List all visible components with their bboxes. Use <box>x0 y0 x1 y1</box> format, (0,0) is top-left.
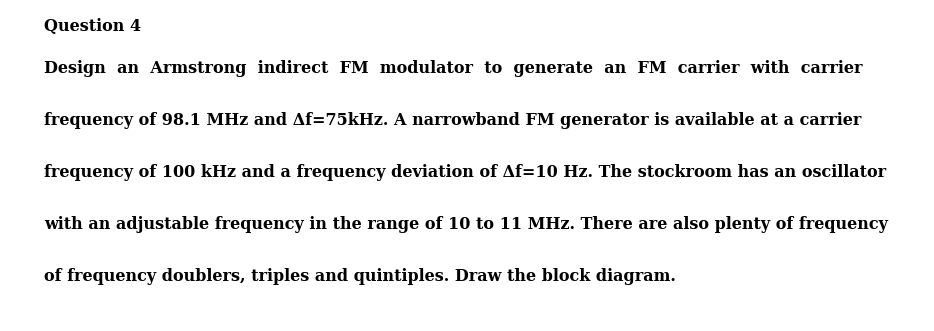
Text: of frequency doublers, triples and quintiples. Draw the block diagram.: of frequency doublers, triples and quint… <box>44 268 676 285</box>
Text: with an adjustable frequency in the range of 10 to 11 MHz. There are also plenty: with an adjustable frequency in the rang… <box>44 216 888 233</box>
Text: frequency of 98.1 MHz and Δf=75kHz. A narrowband FM generator is available at a : frequency of 98.1 MHz and Δf=75kHz. A na… <box>44 112 861 129</box>
Text: Design  an  Armstrong  indirect  FM  modulator  to  generate  an  FM  carrier  w: Design an Armstrong indirect FM modulato… <box>44 60 862 77</box>
Text: Question 4: Question 4 <box>44 18 141 35</box>
Text: frequency of 100 kHz and a frequency deviation of Δf=10 Hz. The stockroom has an: frequency of 100 kHz and a frequency dev… <box>44 164 886 181</box>
